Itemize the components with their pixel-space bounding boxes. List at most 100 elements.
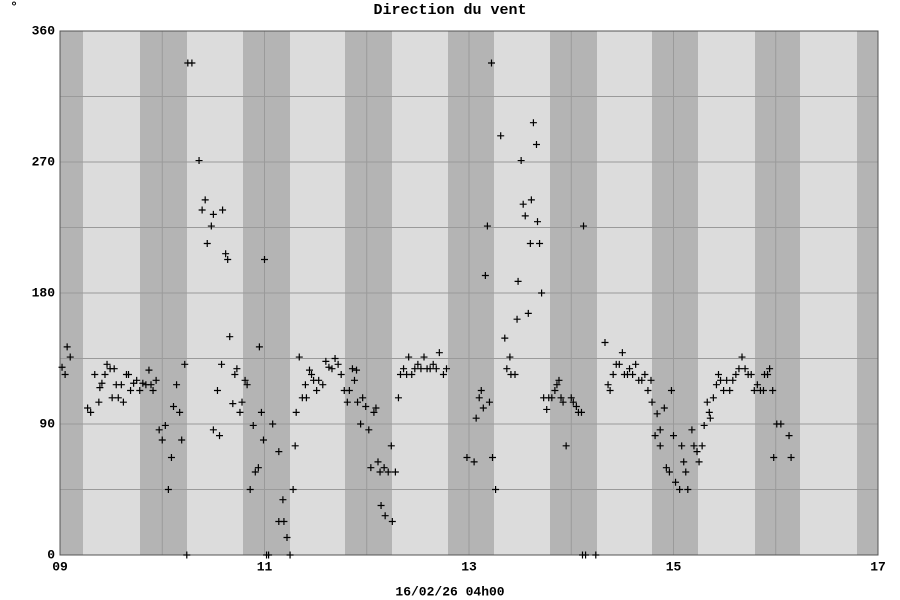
point xyxy=(577,408,585,416)
point xyxy=(785,432,793,440)
point xyxy=(136,387,144,395)
y-tick-label: 360 xyxy=(32,23,56,38)
point xyxy=(133,376,141,384)
point xyxy=(391,468,399,476)
point xyxy=(665,468,673,476)
point xyxy=(350,376,358,384)
point xyxy=(609,371,617,379)
point xyxy=(497,132,505,140)
point xyxy=(236,408,244,416)
point xyxy=(648,398,656,406)
point xyxy=(536,240,544,248)
plot-border xyxy=(59,30,879,556)
point xyxy=(224,256,232,264)
point xyxy=(139,379,147,387)
point xyxy=(319,381,327,389)
point xyxy=(405,353,413,361)
point xyxy=(149,387,157,395)
point xyxy=(246,486,254,493)
point xyxy=(680,458,688,466)
point xyxy=(222,250,230,258)
point xyxy=(750,387,758,395)
point xyxy=(526,240,534,248)
point xyxy=(527,196,535,204)
point xyxy=(557,394,565,402)
point xyxy=(58,363,66,371)
point xyxy=(158,436,166,444)
point xyxy=(688,426,696,434)
point xyxy=(337,371,345,379)
point xyxy=(331,355,339,362)
point xyxy=(644,387,652,395)
point xyxy=(615,360,623,368)
point xyxy=(265,551,273,559)
point xyxy=(209,426,217,434)
point xyxy=(651,432,659,440)
point xyxy=(604,381,612,389)
point xyxy=(161,421,169,429)
point xyxy=(676,486,684,493)
point xyxy=(173,381,181,389)
point xyxy=(243,381,251,389)
point xyxy=(181,360,189,368)
point xyxy=(618,349,626,357)
point xyxy=(417,365,425,373)
point xyxy=(231,371,239,379)
point xyxy=(706,414,714,422)
point xyxy=(489,453,497,461)
point xyxy=(726,387,734,395)
point xyxy=(147,381,155,389)
point xyxy=(698,442,706,450)
point xyxy=(176,408,184,416)
point xyxy=(769,387,777,395)
point xyxy=(764,371,772,379)
point xyxy=(101,371,109,379)
point xyxy=(632,360,640,368)
point xyxy=(66,353,74,361)
x-tick-label: 15 xyxy=(666,559,682,574)
point xyxy=(567,394,575,402)
point xyxy=(108,394,116,402)
point xyxy=(322,357,330,365)
point xyxy=(735,365,743,373)
point xyxy=(229,400,237,408)
point xyxy=(606,387,614,395)
point xyxy=(394,394,402,402)
point xyxy=(709,394,717,402)
point xyxy=(334,360,342,368)
point xyxy=(770,453,778,461)
point xyxy=(647,376,655,384)
point xyxy=(572,403,580,411)
point xyxy=(759,387,767,395)
point xyxy=(295,353,303,361)
point xyxy=(209,210,217,218)
point xyxy=(198,206,206,214)
point xyxy=(543,405,551,413)
point xyxy=(269,420,277,428)
point xyxy=(387,442,395,450)
point xyxy=(753,381,761,389)
point xyxy=(408,371,416,379)
point xyxy=(302,394,310,402)
point xyxy=(485,398,493,406)
point xyxy=(98,379,106,387)
point xyxy=(110,365,118,373)
point xyxy=(492,486,500,493)
y-tick-label: 90 xyxy=(39,416,55,431)
point xyxy=(662,464,670,472)
point xyxy=(114,394,122,402)
point xyxy=(155,426,163,434)
point xyxy=(257,408,265,416)
point xyxy=(487,59,495,67)
point xyxy=(388,518,396,526)
point xyxy=(439,371,447,379)
point xyxy=(103,360,111,368)
point xyxy=(693,448,701,456)
point xyxy=(723,376,731,384)
point xyxy=(481,272,489,280)
point xyxy=(766,365,774,373)
point xyxy=(463,453,471,461)
point xyxy=(169,403,177,411)
point xyxy=(380,464,388,472)
